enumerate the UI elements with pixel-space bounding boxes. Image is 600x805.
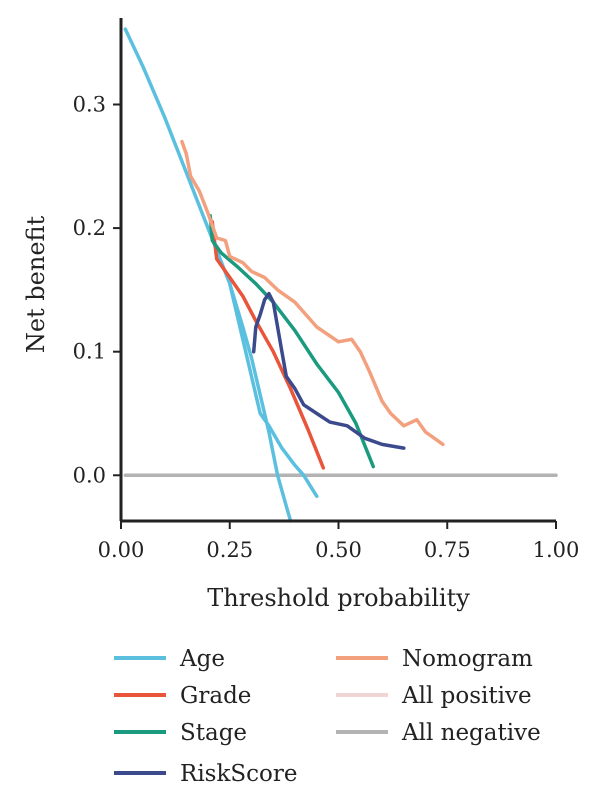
legend-label-grade: Grade	[180, 683, 251, 709]
y-tick-label: 0.3	[73, 93, 106, 117]
series-layer	[123, 27, 558, 523]
series-line-age	[123, 27, 319, 499]
x-tick-label: 0.25	[206, 538, 253, 562]
series-line-nomogram	[180, 139, 445, 447]
y-tick-label: 0.2	[73, 216, 106, 240]
series-line-age	[228, 281, 293, 523]
legend-label-stage: Stage	[180, 720, 247, 746]
legend-label-all-positive: All positive	[401, 683, 532, 709]
x-tick-label: 0.00	[98, 538, 145, 562]
series-line-grade	[210, 220, 326, 470]
legend-label-riskscore: RiskScore	[180, 761, 298, 787]
y-tick-label: 0.0	[73, 463, 106, 487]
legend-label-age: Age	[179, 646, 225, 672]
legend: Age Grade Stage RiskScore Nomogram All positi…	[114, 646, 541, 787]
axis-layer	[119, 18, 556, 523]
series-line-riskscore	[251, 291, 406, 450]
x-tick-label: 0.75	[424, 538, 471, 562]
y-axis-title: Net benefit	[22, 215, 50, 353]
legend-label-nomogram: Nomogram	[402, 646, 533, 672]
legend-label-all-negative: All negative	[401, 720, 541, 746]
x-tick-label: 1.00	[533, 538, 580, 562]
x-tick-label: 0.50	[315, 538, 362, 562]
y-tick-label: 0.1	[73, 340, 106, 364]
tick-layer: 0.00 0.25 0.50 0.75 1.00 0.0 0.1 0.2 0.3	[73, 93, 580, 562]
x-axis-title: Threshold probability	[207, 584, 470, 612]
